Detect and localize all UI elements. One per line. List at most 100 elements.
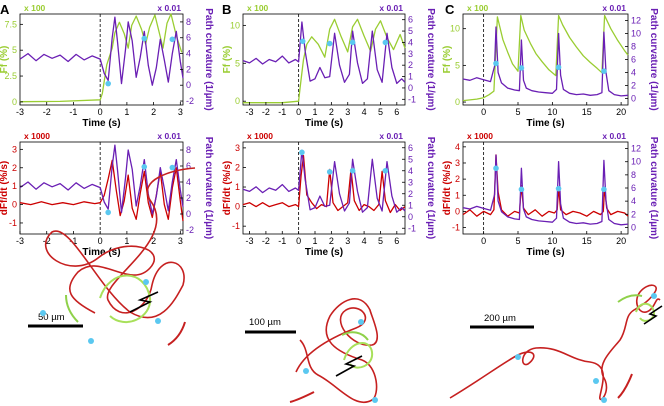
y-right-tick-label: 4 [186, 177, 191, 187]
x-tick-label: 2 [151, 236, 156, 246]
x-tick-label: 5 [378, 236, 383, 246]
curvature-marker-1 [299, 149, 305, 156]
x-tick-label: 2 [329, 107, 334, 117]
x-tick-label: 4 [362, 107, 367, 117]
x-tick-label: 5 [378, 107, 383, 117]
x-tick-label: 0 [98, 236, 103, 246]
chart-a-top: -3 -2 -1 0 1 2 3 0 2.5 5 7.5 -2 0 2 4 6 8 x 100 x 0.01 Time… [0, 3, 214, 129]
y-right-tick-label: -1 [408, 223, 416, 233]
y-left-tick-label: 0 [235, 96, 240, 106]
x-tick-label: 1 [312, 236, 317, 246]
y-left-tick-label: 1 [455, 190, 460, 200]
curvature-marker-3 [349, 39, 356, 46]
trajectory-arrow-red-c [617, 373, 633, 399]
x-tick-label: 15 [582, 236, 592, 246]
x-tick-label: 1 [124, 107, 129, 117]
y-right-tick-label: 0 [408, 212, 413, 222]
y-right-tick-label: 5 [408, 26, 413, 36]
trajectory-path-b [295, 298, 378, 403]
y-right-tick-label: 6 [631, 183, 636, 193]
trajectory-arrow-red-b [289, 391, 315, 403]
trajectory-marker-c2 [515, 354, 521, 360]
curvature-marker-1 [299, 38, 306, 45]
y-right-tick-label: 8 [631, 42, 636, 52]
y-right-tick-label: -2 [186, 96, 194, 106]
y-left-tick-label: 7.5 [4, 19, 17, 29]
trajectory-path-a [44, 167, 196, 319]
trajectory-arrow-green-c [617, 294, 643, 303]
curvature-marker-2 [518, 186, 525, 193]
panel-label-c: C [445, 2, 455, 17]
curvature-marker-2 [518, 65, 525, 71]
left-axis-multiplier: x 1000 [24, 131, 50, 141]
y-right-tick-label: 6 [186, 161, 191, 171]
y-left-axis-label: Ff (%) [442, 46, 453, 74]
y-right-axis-label: Path curvature (1/µm) [425, 137, 436, 239]
y-left-tick-label: 2 [12, 163, 17, 173]
x-axis-label: Time (s) [82, 247, 120, 258]
scale-bar-a: 50 µm [28, 312, 83, 328]
x-tick-label: 6 [394, 107, 399, 117]
y-right-tick-label: 3 [408, 177, 413, 187]
x-tick-label: -1 [69, 236, 77, 246]
scale-bar-b: 100 µm [245, 317, 296, 334]
y-left-tick-label: 0 [455, 206, 460, 216]
x-tick-label: 10 [547, 107, 557, 117]
y-right-tick-label: 4 [631, 68, 636, 78]
y-left-tick-label: 5 [12, 45, 17, 55]
trajectory-b [289, 298, 378, 403]
x-tick-label: -3 [246, 236, 254, 246]
y-left-axis-label: dFf/dt (%/s) [442, 161, 453, 215]
y-right-tick-label: -1 [408, 94, 416, 104]
curvature-marker-3 [169, 36, 176, 43]
left-axis-multiplier: x 100 [247, 3, 269, 13]
y-left-axis-label: dFf/dt (%/s) [222, 161, 233, 215]
y-left-tick-label: 4 [455, 142, 460, 152]
x-tick-label: 1 [312, 107, 317, 117]
x-axis-label: Time (s) [305, 247, 343, 258]
x-tick-label: 1 [124, 236, 129, 246]
x-tick-label: 2 [151, 107, 156, 117]
x-tick-label: -1 [278, 236, 286, 246]
y-right-tick-label: 1 [408, 72, 413, 82]
panel-label-a: A [0, 2, 10, 17]
y-right-tick-label: 6 [408, 15, 413, 25]
y-right-tick-label: 0 [186, 209, 191, 219]
scale-bar-label-a: 50 µm [38, 312, 65, 323]
x-tick-label: 0 [98, 107, 103, 117]
curvature-marker-4 [601, 68, 607, 74]
y-right-tick-label: 2 [186, 193, 191, 203]
y-right-axis-label: Path curvature (1/µm) [648, 8, 659, 110]
y-right-tick-label: 8 [631, 170, 636, 180]
x-axis-label: Time (s) [526, 247, 564, 258]
curvature-marker-4 [382, 167, 389, 174]
left-axis-multiplier: x 100 [24, 3, 46, 13]
y-right-tick-label: 6 [186, 33, 191, 43]
y-left-tick-label: 0 [12, 97, 17, 107]
curvature-marker-4 [382, 39, 389, 46]
y-right-axis-label: Path curvature (1/µm) [203, 137, 214, 239]
curvature-marker-2 [326, 40, 333, 47]
trajectory-a [40, 167, 196, 346]
x-tick-label: 3 [345, 236, 350, 246]
x-tick-label: 5 [515, 107, 520, 117]
x-tick-label: -1 [69, 107, 77, 117]
trajectory-marker-a4 [155, 318, 161, 324]
x-tick-label: 20 [616, 236, 626, 246]
x-tick-label: 0 [481, 107, 486, 117]
y-right-tick-label: 0 [186, 80, 191, 90]
y-left-tick-label: 1 [12, 181, 17, 191]
trajectory-path-c [449, 284, 661, 401]
x-axis-label: Time (s) [305, 118, 343, 129]
y-right-tick-label: 12 [631, 144, 641, 154]
panel-label-b: B [222, 2, 231, 17]
y-right-tick-label: 2 [408, 60, 413, 70]
y-left-tick-label: 2 [235, 162, 240, 172]
y-left-tick-label: 5 [235, 58, 240, 68]
trajectory-arrow-green-a [65, 294, 79, 323]
x-tick-label: 15 [582, 107, 592, 117]
curvature-marker-1 [105, 80, 111, 87]
plot-frame [242, 13, 406, 106]
